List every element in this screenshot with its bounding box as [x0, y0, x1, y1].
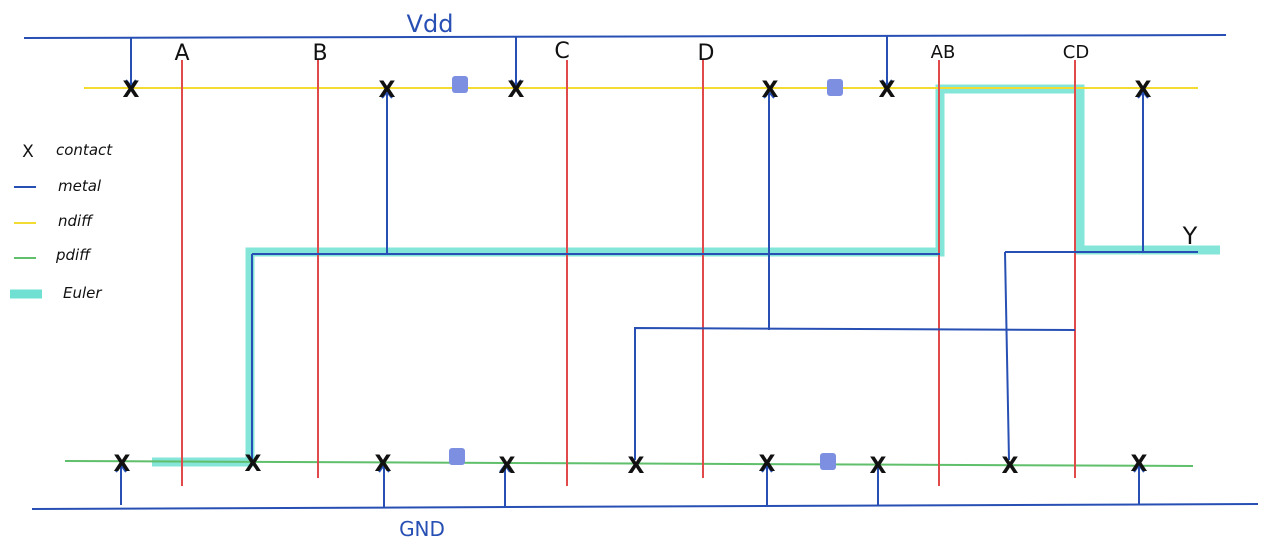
- arrowhead: [115, 463, 127, 473]
- metal-wires: [120, 36, 1198, 508]
- output-label: Y: [1182, 222, 1198, 250]
- contact-mark: X: [870, 454, 887, 479]
- legend: X contact metal ndiff pdiff Euler: [10, 141, 113, 302]
- arrowhead: [1137, 90, 1149, 99]
- contact-mark: X: [628, 454, 645, 479]
- gate-label-a: A: [174, 41, 189, 66]
- gnd-rail: [31, 503, 1259, 510]
- contact-mark: X: [114, 452, 131, 477]
- diffusion-break-mark: [452, 76, 468, 93]
- legend-label-euler: Euler: [63, 284, 102, 302]
- contact-mark: X: [379, 78, 396, 103]
- arrowhead: [881, 79, 893, 88]
- gate-label-c: C: [554, 39, 569, 64]
- gate-label-b: B: [312, 41, 327, 66]
- metal-arrowheads: [115, 79, 1149, 473]
- legend-label-pdiff: pdiff: [55, 246, 92, 264]
- contact-mark: X: [1002, 454, 1019, 479]
- contact-mark: X: [879, 78, 896, 103]
- contact-mark: X: [375, 452, 392, 477]
- arrowhead: [1133, 463, 1145, 473]
- arrowhead: [381, 90, 393, 99]
- gate-labels: A B C D AB CD: [174, 39, 1089, 66]
- contact-mark: X: [508, 78, 525, 103]
- legend-contact-symbol: X: [22, 142, 34, 162]
- contact-mark: X: [499, 454, 516, 479]
- diffusion-breaks: [449, 76, 843, 470]
- pdiff-rail: [64, 460, 1194, 467]
- gate-label-d: D: [698, 41, 715, 66]
- metal-output-down: [1004, 251, 1010, 461]
- metal-node-cd: [634, 326, 1076, 460]
- legend-label-ndiff: ndiff: [58, 212, 94, 230]
- gate-label-cd: CD: [1063, 42, 1089, 63]
- contacts: X X X X X X X X X X X X X X X: [114, 78, 1152, 479]
- vdd-rail: [23, 34, 1227, 39]
- arrowhead: [378, 463, 390, 473]
- contact-mark: X: [123, 78, 140, 103]
- arrowhead: [125, 79, 137, 88]
- contact-mark: X: [762, 78, 779, 103]
- diffusion-break-mark: [820, 453, 836, 470]
- contact-mark: X: [1135, 78, 1152, 103]
- gnd-label: GND: [399, 517, 445, 541]
- diffusion-break-mark: [827, 79, 843, 96]
- euler-path-segment: [152, 84, 1220, 467]
- arrowhead: [872, 463, 884, 473]
- contact-mark: X: [759, 452, 776, 477]
- contact-mark: X: [245, 452, 262, 477]
- diffusion-break-mark: [449, 448, 465, 465]
- arrowhead: [761, 463, 773, 473]
- arrowhead: [499, 463, 511, 473]
- vdd-label: Vdd: [407, 10, 454, 38]
- legend-label-metal: metal: [58, 177, 102, 195]
- arrowhead: [763, 90, 775, 99]
- poly-gates: [181, 60, 1076, 486]
- gate-label-ab: AB: [931, 42, 956, 63]
- contact-mark: X: [1131, 452, 1148, 477]
- euler-path: [152, 84, 1220, 467]
- legend-label-contact: contact: [56, 141, 113, 159]
- arrowhead: [510, 79, 522, 88]
